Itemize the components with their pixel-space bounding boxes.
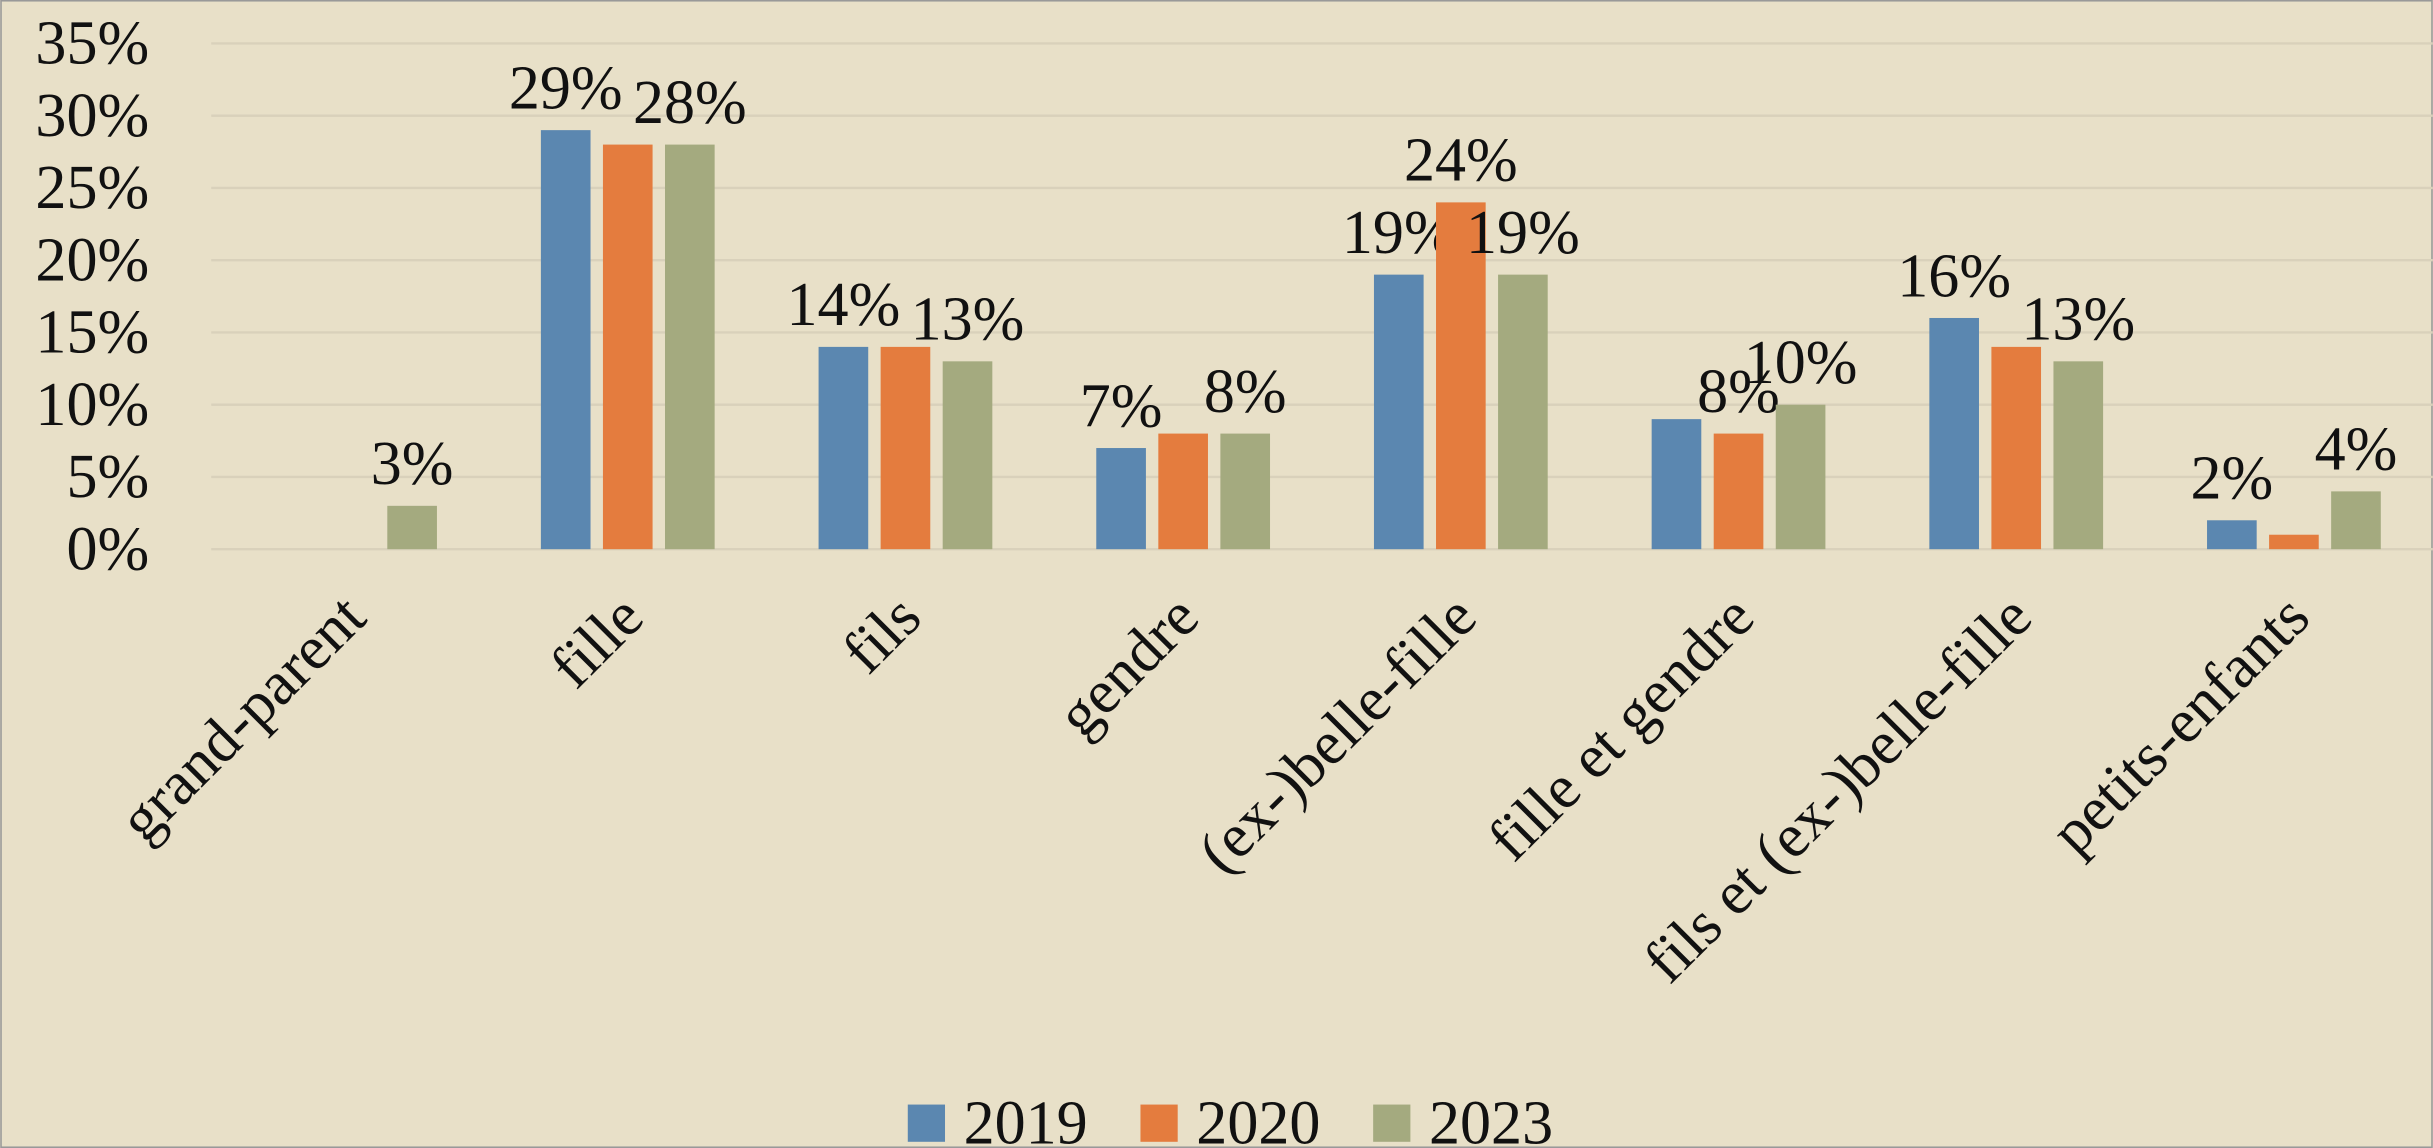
legend-label: 2023 [1429,1089,1553,1148]
data-label: 19% [1466,199,1580,267]
y-tick-label: 20% [35,226,149,294]
bar [1775,404,1826,550]
legend-swatch [907,1104,946,1142]
data-label: 7% [1080,372,1163,440]
bar [1096,448,1146,550]
legend-swatch [1140,1104,1178,1142]
bar [664,144,715,550]
y-tick-label: 15% [35,299,149,367]
data-label: 8% [1697,358,1780,426]
data-label: 10% [1744,329,1858,397]
bar [387,505,437,550]
data-label: 14% [787,271,901,339]
bar [1436,202,1486,550]
data-label: 13% [911,286,1025,354]
bar [2269,534,2319,550]
bar [2207,520,2257,550]
bar [942,361,993,550]
bar [1991,346,2042,550]
legend-label: 2020 [1196,1089,1320,1148]
bar [1373,274,1424,550]
data-label: 13% [2021,286,2135,354]
y-tick-label: 0% [66,515,149,583]
bar [818,346,869,550]
bar [540,130,591,550]
data-label: 2% [2191,445,2274,513]
bar [602,144,653,550]
bar [1929,317,1979,550]
y-tick-label: 35% [35,10,149,78]
bar [1651,419,1702,550]
y-tick-label: 5% [66,443,149,511]
data-label: 4% [2315,416,2398,484]
legend-swatch [1373,1104,1411,1142]
data-label: 28% [633,69,747,137]
data-label: 16% [1897,242,2011,310]
bar [1498,274,1548,550]
data-label: 8% [1204,358,1287,426]
bar [1220,433,1271,550]
bar [2053,361,2104,550]
data-label: 24% [1404,127,1518,195]
bar [2331,491,2381,550]
data-label: 29% [509,54,623,122]
bar [1713,433,1764,550]
data-label: 3% [371,430,454,498]
bar [1158,433,1208,550]
y-tick-label: 30% [35,82,149,150]
y-tick-label: 25% [35,154,149,222]
y-tick-label: 10% [35,371,149,439]
legend-label: 2019 [964,1089,1088,1148]
bar [880,346,931,550]
